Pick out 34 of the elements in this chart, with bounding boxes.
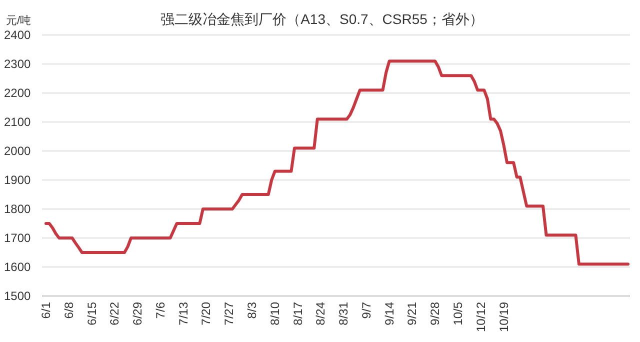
x-tick-label: 9/7	[359, 302, 374, 319]
x-tick-label: 7/13	[176, 302, 190, 326]
x-tick-label: 10/19	[496, 302, 511, 332]
x-tick-label: 6/29	[130, 302, 145, 326]
y-tick-label: 2000	[4, 144, 32, 158]
y-tick-label: 1800	[4, 202, 32, 216]
x-tick-label: 10/5	[450, 302, 465, 326]
x-tick-label: 8/10	[268, 302, 282, 326]
x-tick-label: 6/8	[62, 302, 76, 319]
x-tick-label: 8/24	[314, 302, 328, 326]
x-tick-label: 8/3	[244, 302, 259, 319]
x-tick-label: 8/31	[336, 302, 351, 326]
y-tick-label: 1600	[4, 260, 32, 274]
y-tick-label: 1700	[4, 231, 32, 245]
line-series	[44, 60, 630, 266]
x-tick-label: 8/17	[290, 302, 305, 326]
x-tick-label: 7/6	[153, 302, 168, 319]
chart-title: 强二级冶金焦到厂价（A13、S0.7、CSR55；省外）	[160, 11, 484, 27]
x-tick-label: 10/12	[474, 302, 488, 332]
x-tick-label: 9/14	[382, 302, 396, 326]
y-tick-label: 1900	[4, 173, 32, 187]
x-tick-label: 9/21	[405, 302, 420, 326]
x-tick-label: 9/28	[428, 302, 442, 326]
y-tick-label: 2100	[4, 115, 32, 129]
y-tick-label: 2300	[4, 57, 32, 71]
y-tick-label: 2200	[4, 86, 32, 100]
x-tick-label: 7/27	[222, 302, 236, 326]
x-tick-label: 7/20	[199, 302, 214, 326]
x-tick-label: 6/1	[39, 302, 53, 319]
x-tick-label: 6/15	[84, 302, 99, 326]
y-tick-label: 2400	[4, 28, 32, 42]
x-tick-label: 6/22	[108, 302, 122, 326]
y-tick-label: 1500	[4, 289, 32, 303]
y-axis-title: 元/吨	[6, 14, 32, 27]
